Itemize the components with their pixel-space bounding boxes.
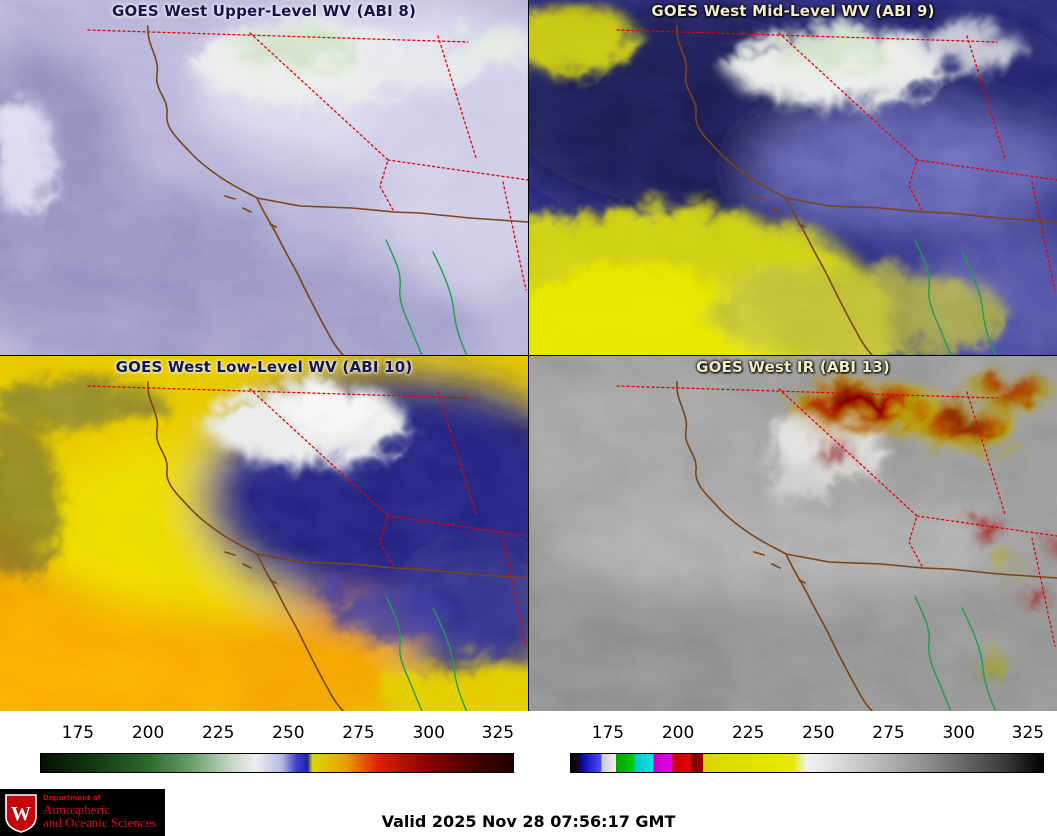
colorbar-tick: 250 (272, 723, 305, 743)
colorbar-tick: 200 (131, 723, 165, 743)
colorbar-tick: 175 (591, 723, 625, 743)
colorbar-tick: 275 (342, 723, 375, 743)
footer: 175 200 225 250 275 300 325 175 200 225 … (0, 711, 1057, 836)
valid-timestamp: Valid 2025 Nov 28 07:56:17 GMT (381, 812, 676, 831)
colorbar-tick: 250 (802, 723, 835, 743)
satellite-image-abi9 (529, 0, 1057, 355)
panel-abi8: GOES West Upper-Level WV (ABI 8) (0, 0, 528, 355)
satellite-image-abi13 (529, 356, 1057, 711)
colorbar-tick: 225 (731, 723, 765, 743)
logo-text: Department of Atmospheric and Oceanic Sc… (43, 794, 157, 831)
colorbar-wv: 175 200 225 250 275 300 325 (40, 723, 514, 773)
satellite-image-abi8 (0, 0, 528, 355)
colorbar-ir: 175 200 225 250 275 300 325 (570, 723, 1044, 773)
colorbar-ir-ticks: 175 200 225 250 275 300 325 (570, 723, 1044, 749)
panel-abi9: GOES West Mid-Level WV (ABI 9) (529, 0, 1057, 355)
colorbar-tick: 275 (872, 723, 905, 743)
logo-dept-line: Department of (43, 794, 101, 803)
colorbar-tick: 175 (61, 723, 95, 743)
colorbar-ir-gradient (570, 753, 1044, 773)
logo-line-oceanic: and Oceanic Sciences (43, 815, 157, 831)
crest-letter: W (11, 803, 31, 825)
colorbar-tick: 325 (481, 723, 515, 743)
logo-line-atmospheric: Atmospheric (43, 801, 111, 817)
uw-aos-logo: W Department of Atmospheric and Oceanic … (0, 789, 165, 836)
colorbars: 175 200 225 250 275 300 325 175 200 225 … (40, 723, 1044, 773)
colorbar-tick: 325 (1011, 723, 1045, 743)
colorbar-tick: 225 (201, 723, 235, 743)
colorbar-tick: 300 (412, 723, 445, 743)
colorbar-tick: 300 (942, 723, 975, 743)
panel-abi10: GOES West Low-Level WV (ABI 10) (0, 356, 528, 711)
uw-crest-icon: W (5, 793, 37, 833)
colorbar-tick: 200 (661, 723, 695, 743)
panel-abi13: GOES West IR (ABI 13) (529, 356, 1057, 711)
colorbar-wv-gradient (40, 753, 514, 773)
colorbar-wv-ticks: 175 200 225 250 275 300 325 (40, 723, 514, 749)
panel-grid: GOES West Upper-Level WV (ABI 8) (0, 0, 1057, 711)
satellite-image-abi10 (0, 356, 528, 711)
